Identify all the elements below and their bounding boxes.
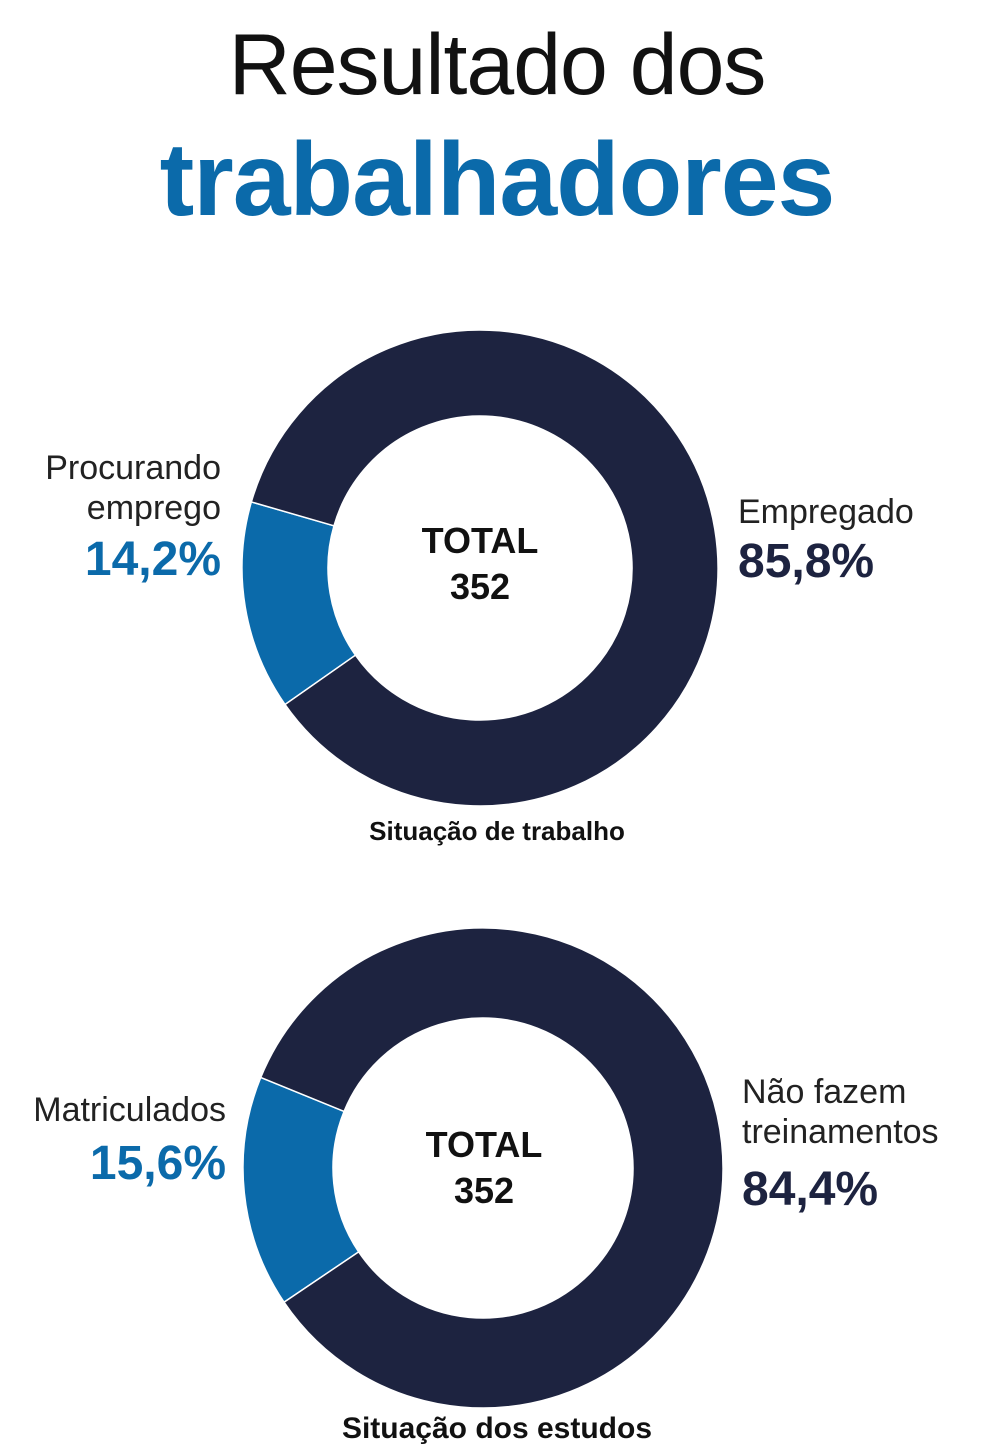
donut-center-total-study: TOTAL 352 — [384, 1122, 584, 1214]
legend-label-line: Não fazem — [742, 1073, 907, 1111]
page-title-line2: trabalhadores — [159, 122, 836, 238]
chart-caption-work: Situação de trabalho — [369, 816, 625, 846]
total-value: 352 — [449, 566, 511, 607]
legend-label-line: Empregado — [738, 493, 914, 531]
donut-slice-enrolled — [242, 1076, 360, 1304]
legend-label-not-training: Não fazem treinamentos — [742, 1072, 992, 1152]
total-label: TOTAL — [425, 1124, 543, 1165]
value-label-not-training: 84,4% — [742, 1163, 879, 1216]
value-label-employed: 85,8% — [738, 535, 875, 588]
value-label-looking-for-job: 14,2% — [84, 533, 221, 586]
value-label-enrolled: 15,6% — [89, 1137, 226, 1190]
legend-label-employed: Empregado — [738, 492, 988, 532]
legend-label-looking-for-job: Procurando emprego — [0, 448, 221, 528]
total-value: 352 — [453, 1170, 515, 1211]
legend-label-line: treinamentos — [742, 1113, 939, 1151]
legend-label-line: Procurando — [45, 449, 221, 487]
legend-label-line: Matriculados — [33, 1091, 226, 1129]
legend-label-enrolled: Matriculados — [0, 1090, 226, 1130]
chart-caption-study: Situação dos estudos — [341, 1412, 653, 1445]
page-title-line1: Resultado dos — [228, 17, 767, 113]
legend-label-line: emprego — [86, 489, 221, 527]
donut-center-total-work: TOTAL 352 — [380, 518, 580, 610]
total-label: TOTAL — [421, 520, 539, 561]
donut-slice-looking-for-job — [241, 500, 357, 706]
